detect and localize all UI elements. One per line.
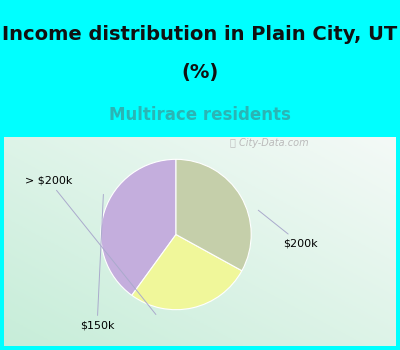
Text: (%): (%) [181, 63, 219, 82]
Wedge shape [176, 159, 251, 271]
Wedge shape [101, 159, 176, 295]
Text: ⓘ City-Data.com: ⓘ City-Data.com [230, 138, 309, 148]
Text: Income distribution in Plain City, UT: Income distribution in Plain City, UT [2, 25, 398, 44]
Wedge shape [132, 234, 242, 310]
Text: $200k: $200k [258, 210, 317, 248]
Text: > $200k: > $200k [25, 175, 156, 315]
Text: $150k: $150k [80, 194, 114, 331]
Text: Multirace residents: Multirace residents [109, 106, 291, 124]
